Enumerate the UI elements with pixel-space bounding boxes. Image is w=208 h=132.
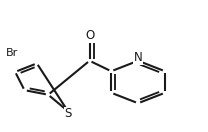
Text: O: O — [85, 29, 94, 43]
Text: Br: Br — [6, 48, 18, 58]
Text: N: N — [134, 51, 142, 64]
Text: S: S — [64, 107, 72, 120]
